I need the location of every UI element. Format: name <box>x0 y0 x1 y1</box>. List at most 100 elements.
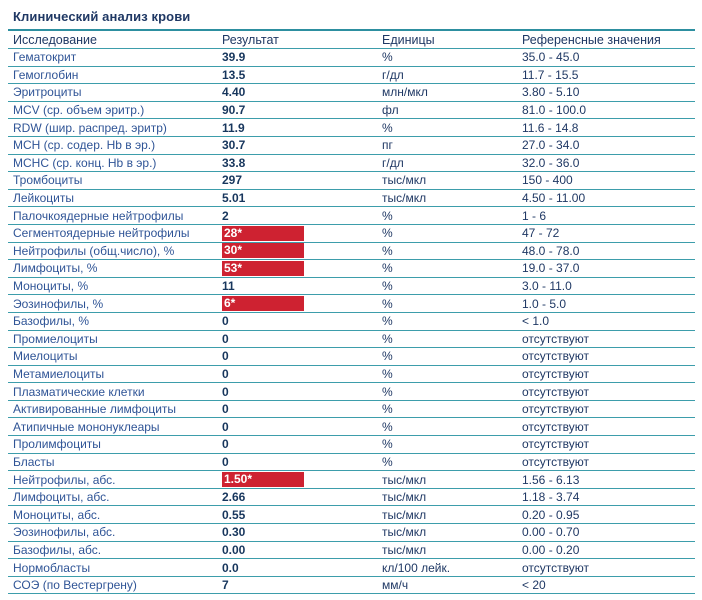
test-reference: 19.0 - 37.0 <box>522 259 695 278</box>
test-result: 5.01 <box>222 189 382 208</box>
test-units: мм/ч <box>382 576 522 595</box>
result-value: 33.8 <box>222 155 246 170</box>
table-row: MCV (ср. объем эритр.) 90.7 фл 81.0 - 10… <box>8 101 695 120</box>
test-units: % <box>382 294 522 313</box>
table-row: Нейтрофилы, абс. 1.50* тыс/мкл 1.56 - 6.… <box>8 470 695 489</box>
test-result: 4.40 <box>222 83 382 102</box>
test-reference: 11.7 - 15.5 <box>522 66 695 85</box>
result-value: 0 <box>222 366 229 381</box>
test-reference: < 20 <box>522 576 695 595</box>
test-result: 2 <box>222 206 382 225</box>
test-name: MCH (ср. содер. Hb в эр.) <box>8 136 222 155</box>
test-name: СОЭ (по Вестергрену) <box>8 576 222 595</box>
test-reference: отсутствуют <box>522 382 695 401</box>
result-value: 90.7 <box>222 103 246 118</box>
test-name: Миелоциты <box>8 347 222 366</box>
test-name: Бласты <box>8 453 222 472</box>
test-result: 0 <box>222 417 382 437</box>
table-row: RDW (шир. распред. эритр) 11.9 % 11.6 - … <box>8 118 695 137</box>
test-units: % <box>382 330 522 349</box>
result-value: 13.5 <box>222 67 246 82</box>
test-name: Активированные лимфоциты <box>8 400 222 419</box>
test-units: тыс/мкл <box>382 171 522 190</box>
test-reference: отсутствуют <box>522 417 695 437</box>
test-result: 0 <box>222 347 382 366</box>
result-value: 297 <box>222 173 243 188</box>
test-result: 0 <box>222 330 382 349</box>
test-reference: 4.50 - 11.00 <box>522 189 695 208</box>
test-name: Метамиелоциты <box>8 365 222 384</box>
test-reference: 1.56 - 6.13 <box>522 470 695 489</box>
test-units: % <box>382 48 522 67</box>
test-name: Сегментоядерные нейтрофилы <box>8 224 222 243</box>
result-value: 53* <box>222 260 304 276</box>
test-name: Пролимфоциты <box>8 435 222 454</box>
test-result: 30* <box>222 242 382 261</box>
test-units: % <box>382 365 522 384</box>
test-reference: 3.0 - 11.0 <box>522 277 695 296</box>
test-result: 2.66 <box>222 488 382 507</box>
result-value: 0.30 <box>222 525 246 540</box>
result-value: 0 <box>222 349 229 364</box>
result-value: 7 <box>222 578 229 593</box>
result-value: 0.0 <box>222 560 239 575</box>
result-value: 0 <box>222 384 229 399</box>
result-value: 0 <box>222 314 229 329</box>
test-result: 0 <box>222 435 382 454</box>
test-name: Тромбоциты <box>8 171 222 190</box>
result-value: 30.7 <box>222 138 246 153</box>
test-result: 0 <box>222 382 382 401</box>
test-result: 0.55 <box>222 505 382 525</box>
test-reference: 0.00 - 0.70 <box>522 523 695 542</box>
test-name: Гематокрит <box>8 48 222 67</box>
test-units: % <box>382 206 522 225</box>
test-result: 0.0 <box>222 558 382 577</box>
test-reference: 1.0 - 5.0 <box>522 294 695 313</box>
table-row: Метамиелоциты 0 % отсутствуют <box>8 365 695 384</box>
test-name: Лимфоциты, абс. <box>8 488 222 507</box>
result-value: 5.01 <box>222 191 246 206</box>
test-result: 0 <box>222 400 382 419</box>
test-name: Эозинофилы, абс. <box>8 523 222 542</box>
test-reference: 27.0 - 34.0 <box>522 136 695 155</box>
test-name: Гемоглобин <box>8 66 222 85</box>
table-row: Нейтрофилы (общ.число), % 30* % 48.0 - 7… <box>8 242 695 261</box>
test-result: 28* <box>222 224 382 243</box>
table-row: Плазматические клетки 0 % отсутствуют <box>8 382 695 401</box>
test-reference: 48.0 - 78.0 <box>522 242 695 261</box>
test-name: Нейтрофилы, абс. <box>8 470 222 489</box>
result-value: 0 <box>222 402 229 417</box>
test-units: пг <box>382 136 522 155</box>
result-value: 0 <box>222 419 229 434</box>
test-result: 0 <box>222 365 382 384</box>
test-name: Лейкоциты <box>8 189 222 208</box>
test-units: % <box>382 382 522 401</box>
result-value: 0 <box>222 331 229 346</box>
test-units: тыс/мкл <box>382 470 522 489</box>
column-header-test: Исследование <box>8 31 222 49</box>
test-result: 0 <box>222 453 382 472</box>
test-units: кл/100 лейк. <box>382 558 522 577</box>
result-value: 0 <box>222 454 229 469</box>
test-name: Нормобласты <box>8 558 222 577</box>
table-row: Сегментоядерные нейтрофилы 28* % 47 - 72 <box>8 224 695 243</box>
table-row: Промиелоциты 0 % отсутствуют <box>8 330 695 349</box>
test-name: Атипичные мононуклеары <box>8 417 222 437</box>
test-result: 11 <box>222 277 382 296</box>
table-row: Эозинофилы, % 6* % 1.0 - 5.0 <box>8 294 695 313</box>
table-row: Пролимфоциты 0 % отсутствуют <box>8 435 695 454</box>
test-reference: 3.80 - 5.10 <box>522 83 695 102</box>
test-reference: отсутствуют <box>522 330 695 349</box>
test-name: Промиелоциты <box>8 330 222 349</box>
test-result: 39.9 <box>222 48 382 67</box>
result-value: 0 <box>222 437 229 452</box>
test-name: Палочкоядерные нейтрофилы <box>8 206 222 225</box>
test-units: % <box>382 400 522 419</box>
test-reference: 32.0 - 36.0 <box>522 154 695 173</box>
table-row: Бласты 0 % отсутствуют <box>8 453 695 472</box>
test-name: RDW (шир. распред. эритр) <box>8 118 222 137</box>
test-units: % <box>382 277 522 296</box>
test-name: Моноциты, абс. <box>8 505 222 525</box>
test-reference: 1.18 - 3.74 <box>522 488 695 507</box>
